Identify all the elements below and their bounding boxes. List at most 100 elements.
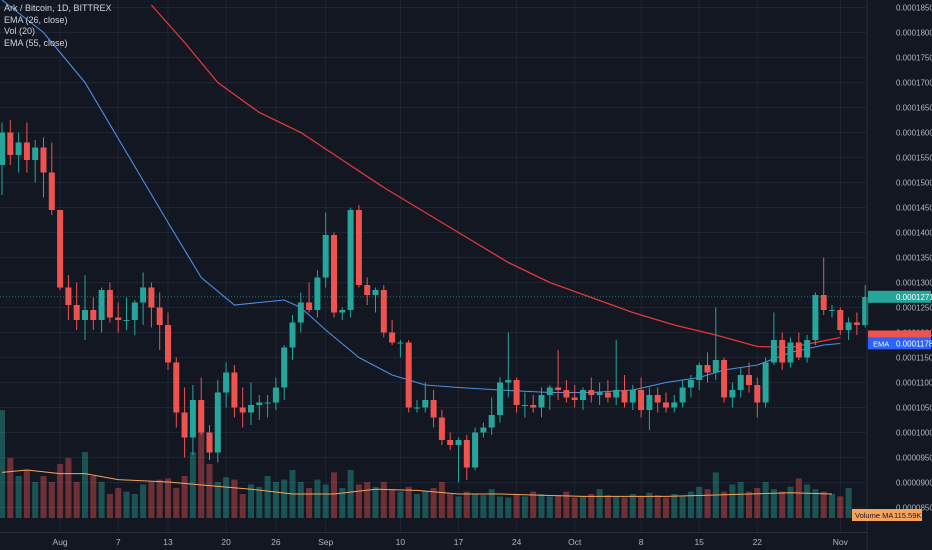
- ema26-line: [1, 0, 841, 394]
- candle-body: [837, 310, 844, 330]
- volume-bar: [131, 494, 138, 518]
- candle-body: [654, 395, 661, 403]
- candle-body: [546, 387, 553, 395]
- ema-badge-value: 0.00011783: [896, 339, 932, 348]
- volume-bar: [629, 494, 636, 518]
- candle-body: [106, 290, 113, 318]
- x-tick-label: Aug: [53, 537, 68, 547]
- legend-title[interactable]: Ark / Bitcoin, 1D, BITTREX: [4, 3, 112, 13]
- volume-bar: [804, 484, 811, 518]
- volume-bar: [264, 476, 271, 518]
- volume-bar: [347, 470, 354, 518]
- candle-body: [156, 307, 163, 325]
- volume-bar: [82, 452, 88, 518]
- volume-bar: [696, 486, 703, 518]
- candle-body: [314, 277, 321, 310]
- candle-body: [272, 387, 279, 403]
- volume-bar: [106, 494, 113, 518]
- candle-body: [613, 390, 620, 398]
- candle-body: [804, 340, 811, 358]
- candle-body: [380, 290, 387, 333]
- volume-bar: [812, 489, 819, 518]
- candle-body: [355, 210, 362, 285]
- volume-bar: [98, 482, 105, 518]
- candles: [0, 120, 869, 483]
- volume-bar: [779, 491, 786, 518]
- candle-body: [538, 395, 545, 408]
- y-tick-label: 0.00008500: [896, 504, 932, 513]
- volume-bar: [73, 482, 80, 518]
- candle-body: [646, 395, 653, 410]
- volume-bar: [729, 484, 736, 518]
- candle-body: [131, 302, 138, 320]
- volume-bar: [0, 410, 5, 518]
- candle-body: [48, 172, 55, 210]
- candle-body: [422, 400, 429, 408]
- candle-body: [372, 290, 379, 295]
- candle-body: [795, 342, 802, 358]
- candle-body: [770, 340, 777, 363]
- volume-bar: [754, 488, 761, 518]
- volume-bar: [746, 491, 752, 518]
- candle-body: [148, 287, 155, 308]
- candle-body: [746, 375, 752, 385]
- candle-body: [0, 132, 5, 165]
- candle-body: [712, 360, 719, 373]
- candle-body: [15, 142, 22, 155]
- volume-bar: [555, 495, 562, 518]
- volume-bar: [123, 491, 130, 518]
- candle-body: [7, 132, 14, 155]
- volume-bar: [397, 491, 404, 518]
- candle-body: [663, 402, 669, 408]
- legend-ema55[interactable]: EMA (55, close): [4, 37, 68, 48]
- volume-bar: [829, 494, 835, 518]
- candle-body: [687, 380, 694, 388]
- volume-bar: [364, 482, 371, 518]
- chart-legend: Ark / Bitcoin, 1D, BITTREX EMA (26, clos…: [4, 3, 112, 49]
- volume-bar: [646, 492, 653, 518]
- candle-body: [629, 390, 636, 403]
- x-axis[interactable]: Aug 7 13 20 26 Sep 10 17 24 Oct 8 15 22 Nov: [0, 532, 867, 548]
- volume-bars: [0, 404, 852, 518]
- legend-ema26[interactable]: EMA (26, close): [4, 14, 68, 25]
- volume-bar: [588, 494, 595, 518]
- candle-body: [364, 285, 371, 295]
- x-tick-label: 10: [396, 537, 406, 547]
- volume-bar: [488, 489, 495, 518]
- volume-bar: [538, 494, 545, 518]
- ema55-line: [150, 4, 841, 349]
- volume-bar: [737, 482, 744, 518]
- volume-bar: [256, 486, 263, 518]
- volume-bar: [7, 458, 14, 518]
- volume-bar: [422, 491, 429, 518]
- volume-bar: [621, 497, 628, 518]
- legend-volume[interactable]: Vol (20): [4, 26, 36, 36]
- candle-body: [820, 295, 827, 310]
- volume-bar: [173, 488, 180, 518]
- volume-bar: [331, 472, 337, 518]
- candle-body: [347, 210, 354, 310]
- candle-body: [306, 302, 313, 310]
- volume-bar: [463, 491, 470, 518]
- candle-body: [414, 407, 420, 409]
- volume-bar: [165, 478, 171, 518]
- candle-body: [721, 360, 728, 398]
- volume-bar: [15, 476, 22, 518]
- volume-bar: [513, 494, 520, 518]
- x-tick-label: 13: [163, 537, 173, 547]
- volume-bar: [638, 496, 645, 518]
- volume-bar: [181, 476, 188, 518]
- volume-bar: [115, 488, 122, 518]
- candle-body: [563, 390, 570, 398]
- candle-body: [23, 142, 30, 160]
- candle-body: [115, 317, 122, 320]
